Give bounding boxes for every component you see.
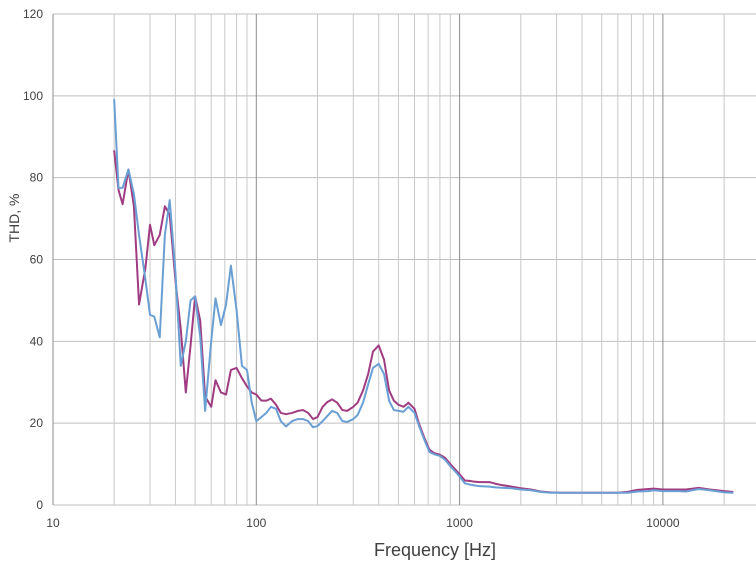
x-tick-label: 100: [246, 516, 266, 530]
grid-lines: [52, 13, 756, 506]
y-tick-label: 120: [23, 7, 43, 21]
y-tick-label: 20: [30, 416, 44, 430]
y-tick-label: 60: [30, 253, 44, 267]
series-group: [113, 98, 734, 494]
y-tick-label: 100: [23, 89, 43, 103]
series-line-2: [113, 98, 734, 494]
y-tick-labels: 0 20 40 60 80 100 120: [23, 7, 43, 512]
x-tick-labels: 10 100 1000 10000: [46, 516, 680, 530]
x-tick-label: 10: [46, 516, 60, 530]
x-tick-label: 1000: [446, 516, 473, 530]
x-tick-label: 10000: [646, 516, 680, 530]
y-axis-title: THD, %: [6, 194, 22, 243]
y-tick-label: 0: [36, 498, 43, 512]
y-tick-label: 80: [30, 171, 44, 185]
y-tick-label: 40: [30, 334, 44, 348]
series-line-1: [113, 150, 734, 494]
x-axis-title: Frequency [Hz]: [374, 540, 496, 560]
